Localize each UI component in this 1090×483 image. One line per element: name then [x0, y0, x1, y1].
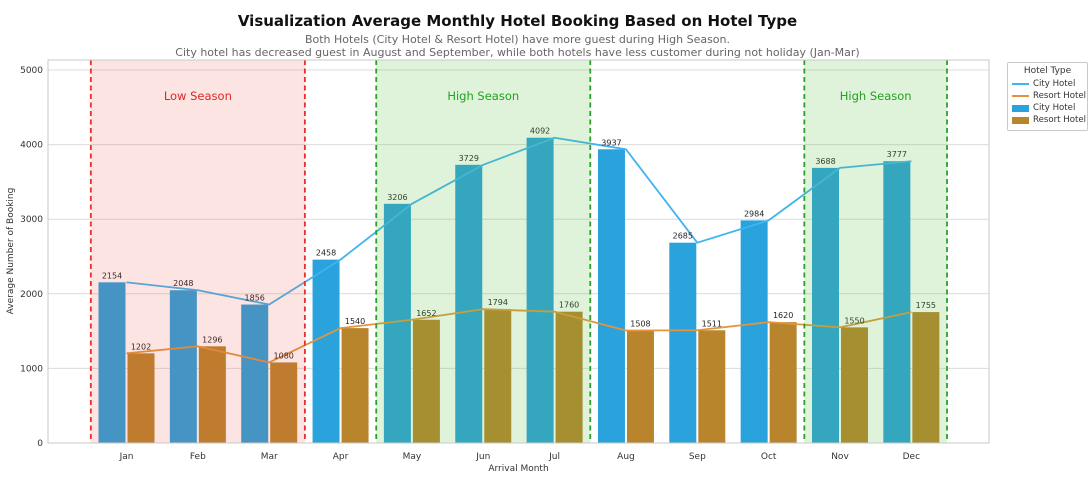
value-label-resort-hotel-aug: 1508 [630, 320, 650, 329]
value-label-city-hotel-mar: 1856 [245, 294, 265, 303]
bars [98, 137, 940, 444]
legend-item-line-resort-hotel: Resort Hotel [1012, 90, 1087, 102]
bar-city-hotel-sep [669, 242, 697, 443]
y-tick-label-0: 0 [37, 439, 43, 449]
value-label-city-hotel-jul: 4092 [530, 127, 550, 136]
y-axis-title: Average Number of Booking [6, 188, 16, 315]
bar-city-hotel-dec [883, 161, 911, 444]
value-label-resort-hotel-jan: 1202 [131, 342, 151, 351]
bar-resort-hotel-jan [127, 353, 155, 443]
bar-city-hotel-jul [526, 137, 554, 443]
value-label-city-hotel-feb: 2048 [173, 279, 193, 288]
value-label-city-hotel-oct: 2984 [744, 209, 764, 218]
bar-resort-hotel-jun [484, 309, 512, 443]
legend-item-bar-city-hotel: City Hotel [1012, 102, 1083, 114]
bar-resort-hotel-aug [626, 330, 654, 443]
season-label-0: Low Season [164, 89, 232, 103]
x-tick-label-may: May [403, 452, 422, 462]
x-tick-label-jun: Jun [475, 452, 490, 462]
bar-city-hotel-aug [597, 149, 625, 443]
y-tick-label-4000: 4000 [20, 141, 43, 151]
x-tick-label-mar: Mar [261, 452, 278, 462]
bar-value-labels: 2154 2048 1856 2458 3206 3729 4092 3937 2685 2984… [102, 127, 936, 361]
y-tick-label-1000: 1000 [20, 364, 43, 374]
value-label-city-hotel-may: 3206 [387, 193, 407, 202]
x-tick-label-aug: Aug [617, 452, 635, 462]
value-label-resort-hotel-apr: 1540 [345, 317, 365, 326]
value-label-city-hotel-sep: 2685 [673, 232, 693, 241]
bar-city-hotel-oct [740, 220, 768, 443]
legend-box: Hotel Type City Hotel Resort Hotel City Ho… [1007, 62, 1088, 131]
bar-resort-hotel-mar [270, 362, 298, 443]
bar-city-hotel-jan [98, 282, 126, 443]
value-label-city-hotel-jan: 2154 [102, 271, 122, 280]
x-tick-label-oct: Oct [761, 452, 777, 462]
value-label-city-hotel-nov: 3688 [815, 157, 835, 166]
x-axis-title: Arrival Month [488, 464, 548, 474]
legend-item-label: City Hotel [1033, 103, 1076, 113]
legend-item-label: City Hotel [1033, 79, 1076, 89]
legend-item-line-city-hotel: City Hotel [1012, 78, 1083, 90]
legend-title: Hotel Type [1023, 66, 1072, 76]
line-swatch-icon [1012, 95, 1029, 97]
legend-item-label: Resort Hotel [1033, 91, 1087, 101]
bar-city-hotel-feb [169, 290, 197, 443]
bar-resort-hotel-apr [341, 328, 369, 443]
season-label-2: High Season [840, 89, 912, 103]
value-label-resort-hotel-jun: 1794 [488, 298, 508, 307]
value-label-city-hotel-dec: 3777 [887, 150, 907, 159]
bar-resort-hotel-dec [912, 312, 940, 443]
x-tick-label-dec: Dec [903, 452, 920, 462]
bar-city-hotel-mar [241, 304, 269, 443]
season-spans: Low Season High Season High Season [89, 60, 948, 443]
bar-city-hotel-nov [812, 167, 839, 444]
legend-items: City Hotel Resort Hotel City Hotel Resort H… [1012, 78, 1087, 126]
x-tick-label-jul: Jul [548, 452, 560, 462]
x-tick-label-nov: Nov [831, 452, 849, 462]
trend-lines [126, 136, 912, 364]
season-span-0-low-season [90, 60, 305, 443]
plot-border [47, 59, 990, 444]
bar-swatch-icon [1012, 116, 1029, 124]
x-tick-label-feb: Feb [190, 452, 206, 462]
legend-item-label: Resort Hotel [1033, 115, 1087, 125]
value-label-city-hotel-jun: 3729 [459, 154, 479, 163]
bar-swatch-icon [1012, 104, 1029, 112]
line-resort-hotel [126, 308, 912, 364]
y-tick-label-2000: 2000 [20, 290, 43, 300]
bar-resort-hotel-oct [769, 322, 797, 443]
y-tick-label-3000: 3000 [20, 215, 43, 225]
bar-resort-hotel-jul [555, 311, 583, 443]
bar-city-hotel-jun [455, 164, 483, 444]
value-label-resort-hotel-sep: 1511 [702, 319, 722, 328]
value-label-resort-hotel-jul: 1760 [559, 301, 579, 310]
value-label-resort-hotel-may: 1652 [416, 309, 436, 318]
season-span-2-high-season [804, 60, 948, 443]
season-span-1-high-season [376, 60, 591, 443]
bar-resort-hotel-sep [698, 330, 726, 443]
line-city-hotel [126, 136, 912, 306]
bar-resort-hotel-may [412, 319, 440, 443]
x-tick-label-sep: Sep [689, 452, 706, 462]
value-label-resort-hotel-feb: 1296 [202, 335, 222, 344]
line-swatch-icon [1012, 83, 1029, 85]
value-label-resort-hotel-nov: 1550 [844, 316, 864, 325]
axes-labels: 0 1000 2000 3000 4000 5000 Jan Feb Mar Apr May Jun J… [6, 66, 920, 474]
x-tick-label-apr: Apr [333, 452, 349, 462]
season-label-1: High Season [447, 89, 519, 103]
legend-item-bar-resort-hotel: Resort Hotel [1012, 114, 1087, 126]
value-label-resort-hotel-mar: 1080 [274, 351, 294, 360]
value-label-city-hotel-apr: 2458 [316, 249, 336, 258]
y-tick-label-5000: 5000 [20, 66, 43, 76]
value-label-city-hotel-aug: 3937 [601, 138, 621, 147]
x-tick-label-jan: Jan [119, 452, 134, 462]
bar-resort-hotel-feb [198, 346, 226, 443]
value-label-resort-hotel-oct: 1620 [773, 311, 793, 320]
bar-resort-hotel-nov [841, 327, 868, 443]
value-label-resort-hotel-dec: 1755 [916, 301, 936, 310]
bar-city-hotel-apr [312, 259, 340, 443]
